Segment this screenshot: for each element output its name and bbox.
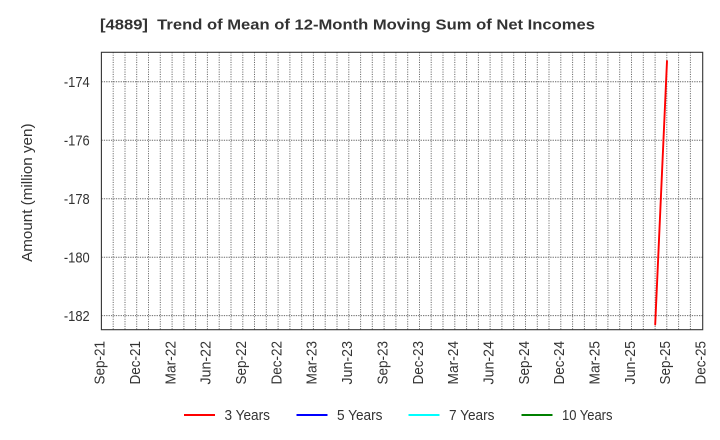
svg-text:Jun-25: Jun-25 <box>622 341 639 385</box>
svg-text:3 Years: 3 Years <box>225 408 271 424</box>
svg-text:Sep-22: Sep-22 <box>233 341 250 385</box>
svg-text:5 Years: 5 Years <box>337 408 383 424</box>
svg-text:Jun-23: Jun-23 <box>339 341 356 385</box>
svg-text:Dec-22: Dec-22 <box>268 341 285 385</box>
svg-text:-178: -178 <box>64 192 90 208</box>
svg-text:Mar-25: Mar-25 <box>587 341 604 385</box>
svg-text:Amount (million yen): Amount (million yen) <box>19 124 36 262</box>
svg-text:10 Years: 10 Years <box>562 408 613 424</box>
svg-text:Dec-24: Dec-24 <box>551 341 568 385</box>
svg-text:Dec-25: Dec-25 <box>693 341 710 385</box>
svg-text:-182: -182 <box>64 309 90 325</box>
svg-text:[4889] Trend of Mean of 12-Mo: [4889] Trend of Mean of 12-Month Moving … <box>100 17 595 34</box>
svg-text:Mar-23: Mar-23 <box>304 341 321 385</box>
svg-text:Sep-25: Sep-25 <box>657 341 674 385</box>
svg-text:Jun-24: Jun-24 <box>480 341 497 385</box>
svg-text:-176: -176 <box>64 133 90 149</box>
svg-text:Mar-24: Mar-24 <box>445 341 462 385</box>
svg-text:Sep-21: Sep-21 <box>92 341 109 385</box>
svg-text:-180: -180 <box>64 250 90 266</box>
svg-text:Sep-23: Sep-23 <box>374 341 391 385</box>
svg-text:Sep-24: Sep-24 <box>516 341 533 385</box>
svg-text:Jun-22: Jun-22 <box>198 341 215 385</box>
svg-text:-174: -174 <box>64 75 90 91</box>
svg-text:Dec-21: Dec-21 <box>127 341 144 385</box>
svg-text:7 Years: 7 Years <box>449 408 495 424</box>
svg-text:Mar-22: Mar-22 <box>162 341 179 385</box>
svg-text:Dec-23: Dec-23 <box>410 341 427 385</box>
